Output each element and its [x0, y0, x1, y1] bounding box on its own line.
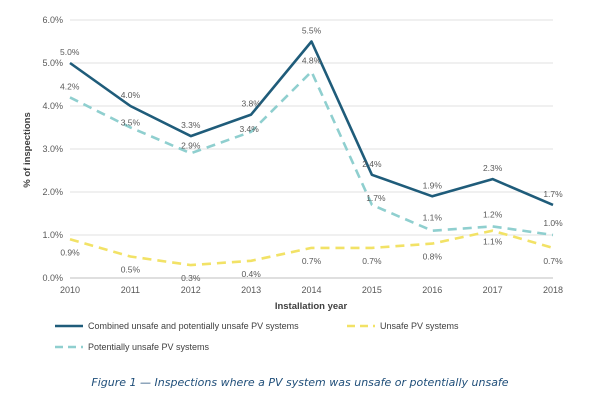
data-label: 1.7% [543, 189, 563, 199]
x-tick-label: 2016 [422, 285, 442, 295]
data-label: 2.4% [362, 159, 382, 169]
y-axis-title: % of inspections [22, 112, 33, 187]
x-tick-label: 2014 [301, 285, 321, 295]
series-line [69, 40, 554, 207]
data-label: 4.8% [302, 56, 322, 66]
data-label: 3.8% [241, 99, 261, 109]
data-label: 0.5% [121, 265, 141, 275]
y-tick-label: 2.0% [42, 187, 63, 197]
data-label: 0.4% [241, 269, 261, 279]
data-label: 0.9% [60, 247, 80, 257]
data-label: 0.8% [423, 252, 443, 262]
figure-caption: Figure 1 — Inspections where a PV system… [91, 376, 509, 389]
legend: Combined unsafe and potentially unsafe P… [55, 321, 459, 352]
data-label: 3.4% [239, 124, 259, 134]
gridlines [70, 19, 553, 236]
data-label: 0.3% [181, 273, 201, 283]
y-tick-label: 0.0% [42, 273, 63, 283]
data-label: 2.9% [181, 140, 201, 150]
data-label: 3.3% [181, 120, 201, 130]
series-line [69, 70, 554, 237]
y-tick-label: 3.0% [42, 144, 63, 154]
x-axis-title: Installation year [275, 301, 348, 312]
legend-entry: Potentially unsafe PV systems [88, 342, 210, 352]
line-chart: 0.0% 1.0% 2.0% 3.0% 4.0% 5.0% 6.0% 2010 2011 2012… [22, 15, 563, 352]
y-tick-label: 4.0% [42, 101, 63, 111]
y-tick-label: 1.0% [42, 230, 63, 240]
y-tick-label: 6.0% [42, 15, 63, 25]
data-label: 4.0% [121, 90, 141, 100]
axes: 0.0% 1.0% 2.0% 3.0% 4.0% 5.0% 6.0% 2010 2011 2012… [42, 15, 563, 295]
series-lines [69, 40, 554, 267]
data-label: 1.1% [423, 213, 443, 223]
data-label: 2.3% [483, 163, 503, 173]
data-label: 1.0% [543, 218, 563, 228]
data-label: 0.7% [543, 256, 563, 266]
x-tick-label: 2015 [362, 285, 382, 295]
data-label: 0.7% [362, 256, 382, 266]
x-tick-label: 2010 [60, 285, 80, 295]
data-label: 1.7% [366, 193, 386, 203]
data-label: 0.7% [302, 256, 322, 266]
x-tick-label: 2012 [181, 285, 201, 295]
legend-entry: Combined unsafe and potentially unsafe P… [88, 321, 299, 331]
data-label: 1.1% [483, 237, 503, 247]
x-tick-label: 2018 [543, 285, 563, 295]
data-label: 3.5% [121, 118, 141, 128]
data-label: 1.2% [483, 209, 503, 219]
x-tick-label: 2013 [241, 285, 261, 295]
x-tick-label: 2011 [121, 285, 140, 295]
data-labels: 5.0% 4.0% 3.3% 3.8% 5.5% 2.4% 1.9% 2.3% 1.7% 4.2%… [60, 26, 563, 284]
data-label: 5.0% [60, 47, 80, 57]
legend-entry: Unsafe PV systems [380, 321, 459, 331]
data-label: 5.5% [302, 26, 322, 36]
data-label: 4.2% [60, 81, 80, 91]
series-line [69, 229, 554, 267]
y-tick-label: 5.0% [42, 58, 63, 68]
data-label: 1.9% [423, 180, 443, 190]
x-tick-label: 2017 [483, 285, 503, 295]
